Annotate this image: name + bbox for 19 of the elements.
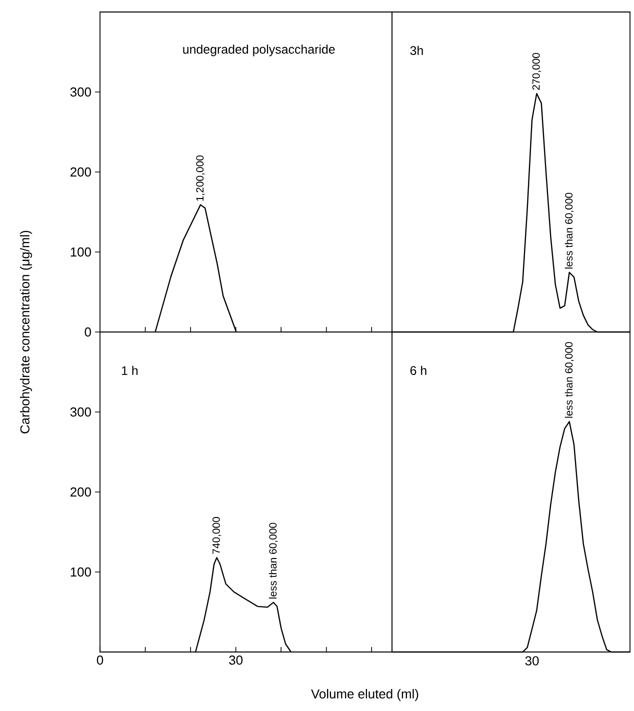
- y-tick-label: 0: [84, 327, 91, 337]
- y-tick-label: 300: [70, 407, 91, 417]
- y-tick-label: 100: [70, 247, 91, 257]
- annotation: 1,200,000: [196, 155, 205, 201]
- annotation: less than 60,000: [268, 522, 278, 599]
- x-axis-title: Volume eluted (ml): [311, 688, 418, 702]
- annotation: 270,000: [532, 52, 541, 90]
- y-tick-label: 200: [70, 487, 91, 497]
- chart-title: 6 h: [410, 366, 426, 375]
- chart-title: 3h: [410, 46, 423, 55]
- y-tick-label: 300: [70, 87, 91, 97]
- y-tick-label: 200: [70, 167, 91, 177]
- y-axis-title: Carbohydrate concentration (μg/ml): [20, 230, 32, 434]
- text: undegraded polysaccharide: [183, 44, 335, 56]
- y-tick-label: 100: [70, 567, 91, 577]
- annotation: less than 60,000: [564, 192, 574, 268]
- annotation: less than 60,000: [564, 342, 574, 418]
- annotation: 740,000: [212, 517, 222, 554]
- text: 1 h: [122, 366, 138, 375]
